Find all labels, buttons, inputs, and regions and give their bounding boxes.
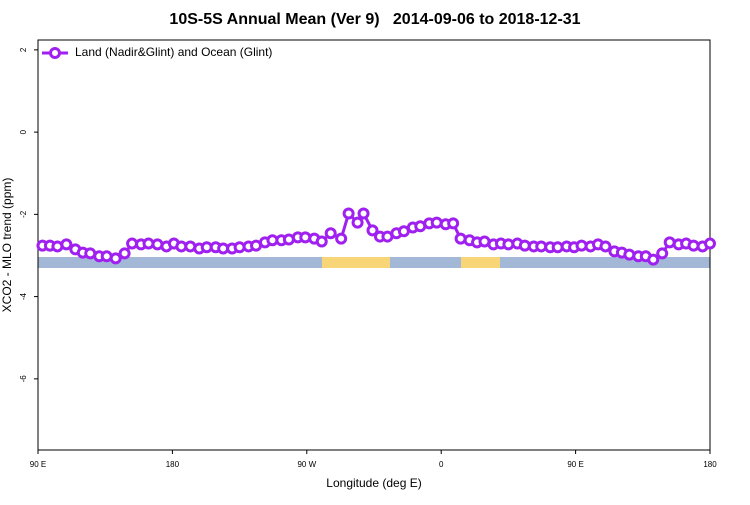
- x-tick-label: 180: [703, 460, 717, 469]
- data-point: [704, 237, 716, 250]
- data-point: [342, 207, 355, 220]
- y-tick-label: 0: [19, 129, 28, 134]
- data-point: [357, 207, 370, 220]
- data-point: [599, 240, 612, 253]
- map-land: [322, 257, 390, 268]
- legend-label: Land (Nadir&Glint) and Ocean (Glint): [75, 45, 272, 59]
- data-point: [324, 227, 337, 240]
- y-tick-label: 2: [19, 47, 28, 52]
- data-point: [430, 216, 443, 229]
- data-point: [366, 224, 379, 237]
- y-tick-label: -6: [19, 375, 28, 383]
- x-tick-label: 180: [166, 460, 180, 469]
- map-land: [461, 257, 500, 268]
- chart-title: 10S-5S Annual Mean (Ver 9) 2014-09-06 to…: [169, 11, 580, 28]
- data-point: [656, 247, 669, 260]
- x-axis-label: Longitude (deg E): [326, 476, 421, 490]
- x-tick-label: 90 W: [297, 460, 316, 469]
- data-point: [118, 247, 131, 260]
- x-tick-label: 90 E: [567, 460, 583, 469]
- data-point: [447, 217, 460, 230]
- data-point: [454, 232, 467, 245]
- data-point: [623, 248, 636, 261]
- data-point: [351, 216, 364, 229]
- y-tick-label: -2: [19, 210, 28, 218]
- y-tick-label: -4: [19, 293, 28, 301]
- y-axis-label: XCO2 - MLO trend (ppm): [0, 178, 14, 313]
- x-tick-label: 0: [439, 460, 444, 469]
- data-point: [315, 235, 328, 248]
- data-point: [60, 238, 73, 251]
- data-point: [109, 252, 122, 265]
- data-point: [335, 232, 348, 245]
- legend-marker: [49, 47, 61, 59]
- x-tick-label: 90 E: [30, 460, 46, 469]
- data-point: [647, 253, 660, 266]
